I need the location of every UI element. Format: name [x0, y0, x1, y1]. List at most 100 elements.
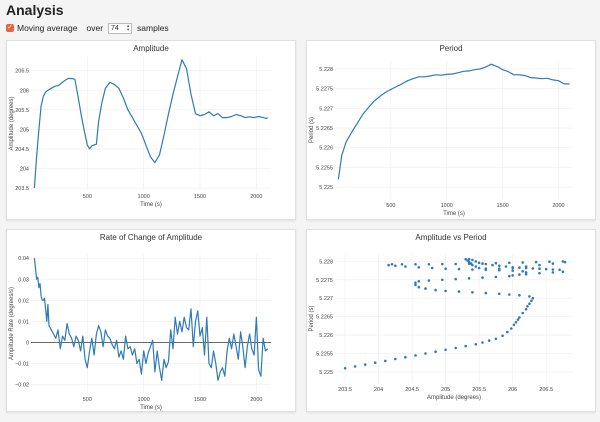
data-point — [471, 268, 474, 271]
data-point — [414, 283, 417, 287]
amplitude-panel: Amplitude 203.5 204 204.5 205 205.5 206 206.5 50… — [6, 40, 296, 220]
data-point — [551, 268, 555, 271]
series-line — [337, 63, 570, 180]
data-point — [474, 260, 478, 263]
data-point — [481, 341, 484, 344]
y-tick-label: 5.227 — [319, 106, 333, 112]
moving-average-label: Moving average — [17, 23, 78, 33]
data-point — [558, 268, 561, 272]
y-tick-label: 5.228 — [319, 259, 333, 265]
data-point — [526, 305, 529, 308]
x-tick-label: 204.5 — [405, 387, 419, 393]
data-point — [518, 266, 521, 269]
x-tick-label: 500 — [83, 194, 92, 200]
data-point — [487, 339, 491, 342]
data-point — [518, 294, 521, 297]
samples-value: 74 — [111, 24, 119, 32]
chart-title: Period — [439, 44, 462, 53]
stepper-arrows-icon[interactable]: ▲ ▼ — [126, 22, 131, 32]
data-point — [474, 265, 478, 268]
data-point — [514, 320, 518, 324]
data-point — [484, 291, 488, 295]
y-tick-label: 203.5 — [15, 186, 29, 192]
data-point — [524, 271, 528, 274]
x-tick-label: 206 — [508, 387, 517, 393]
x-tick-label: 1000 — [441, 203, 453, 209]
data-point — [454, 346, 457, 350]
y-tick-label: 0 — [26, 340, 29, 346]
data-point — [444, 348, 447, 352]
data-point — [498, 292, 501, 296]
x-axis-label: Amplitude (degrees) — [427, 395, 481, 401]
data-point — [524, 266, 528, 270]
data-point — [400, 263, 404, 266]
data-point — [484, 262, 488, 266]
data-point — [353, 365, 357, 368]
data-point — [501, 334, 504, 338]
y-tick-label: 0.04 — [18, 256, 29, 262]
data-point — [511, 274, 514, 277]
y-tick-label: 204.5 — [15, 147, 29, 153]
data-point — [528, 295, 531, 298]
data-point — [390, 263, 394, 266]
y-tick-label: 0.01 — [18, 319, 29, 325]
period-panel: Period 5.225 5.2255 5.226 5.2265 5.227 5.2275 5… — [306, 40, 596, 220]
data-point — [414, 281, 417, 284]
series-line — [33, 59, 268, 189]
data-point — [561, 260, 565, 263]
data-point — [417, 266, 421, 269]
x-tick-label: 205.5 — [472, 387, 486, 393]
data-point — [469, 262, 473, 265]
rate-of-change-panel: Rate of Change of Amplitude −0.02 −0.01 0 0.… — [6, 229, 296, 412]
data-point — [424, 352, 427, 355]
y-axis-label: Period (s) — [309, 305, 315, 331]
x-tick-label: 204 — [374, 387, 383, 393]
data-point — [430, 266, 434, 270]
data-point — [551, 262, 555, 265]
y-tick-label: 0.03 — [18, 277, 29, 283]
data-point — [373, 361, 377, 364]
data-point — [504, 265, 508, 268]
data-point — [434, 350, 437, 353]
data-point — [343, 367, 347, 370]
data-point — [414, 263, 417, 266]
x-tick-label: 500 — [386, 203, 395, 209]
x-tick-label: 1500 — [194, 194, 206, 200]
data-point — [508, 261, 511, 265]
data-point — [534, 260, 538, 264]
amplitude-vs-period-chart: Amplitude vs Period 5.225 5.2255 5.226 5.226… — [309, 233, 573, 401]
data-point — [494, 337, 498, 341]
data-point — [530, 299, 533, 303]
data-point — [477, 261, 481, 265]
data-point — [510, 327, 513, 330]
y-tick-label: −0.01 — [15, 362, 29, 368]
y-tick-label: −0.02 — [15, 383, 29, 389]
data-point — [516, 318, 520, 321]
data-point — [484, 267, 488, 270]
data-point — [471, 258, 474, 262]
y-tick-label: 5.2255 — [316, 165, 333, 171]
data-point — [444, 289, 447, 293]
data-point — [563, 260, 567, 264]
data-point — [454, 262, 457, 266]
data-point — [454, 277, 457, 281]
y-tick-label: 5.2265 — [316, 315, 333, 321]
data-point — [498, 264, 501, 268]
data-point — [538, 267, 541, 270]
data-point — [394, 264, 397, 268]
x-tick-label: 2000 — [250, 194, 262, 200]
data-point — [528, 302, 531, 306]
data-point — [531, 267, 535, 270]
over-label: over — [86, 23, 104, 33]
period-chart: Period 5.225 5.2255 5.226 5.2265 5.227 5.2275 5… — [309, 44, 573, 217]
y-axis-label: Amplitude Rate (degrees/s) — [9, 287, 15, 360]
data-point — [474, 343, 478, 346]
data-point — [477, 266, 481, 270]
data-point — [457, 290, 461, 293]
x-tick-label: 205 — [441, 387, 450, 393]
data-point — [544, 267, 548, 271]
y-tick-label: 5.225 — [319, 370, 333, 376]
moving-average-checkbox[interactable]: ✓ — [6, 24, 14, 32]
samples-stepper[interactable]: 74 ▲ ▼ — [108, 22, 133, 34]
y-tick-label: 206 — [20, 88, 29, 94]
